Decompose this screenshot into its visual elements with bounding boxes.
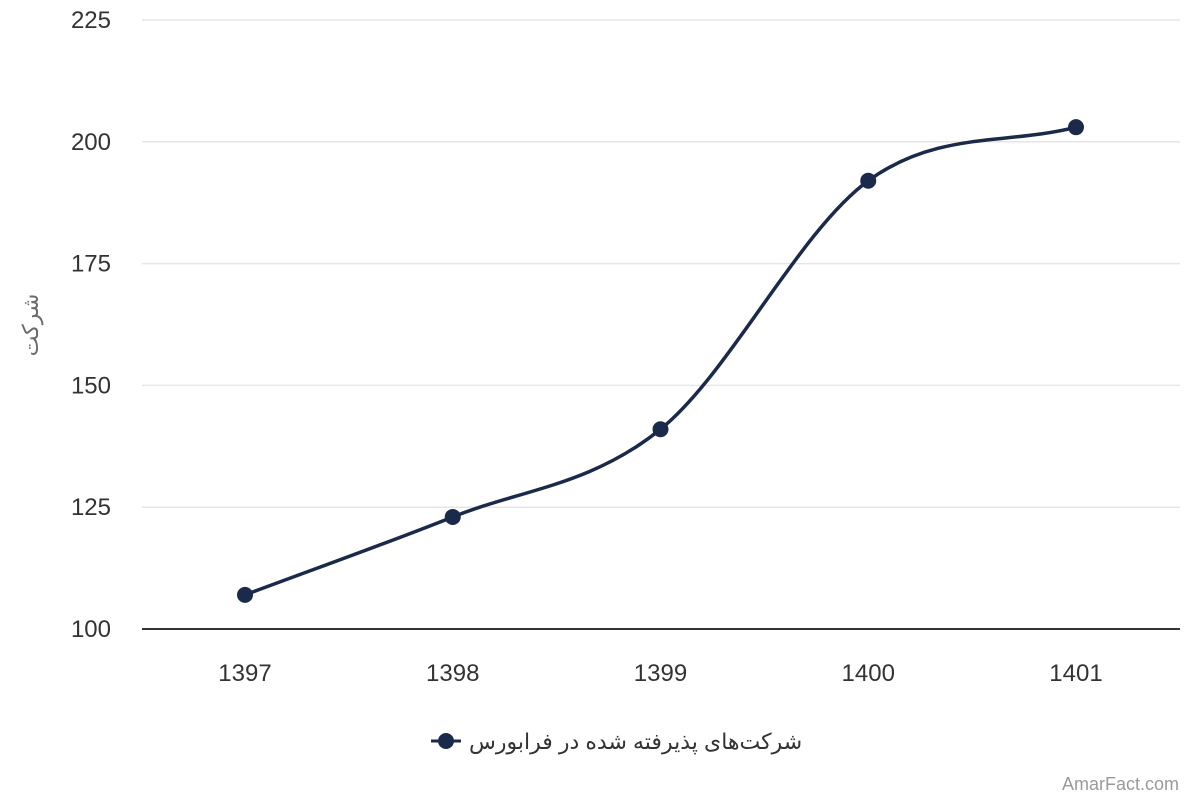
y-tick-label: 225 (71, 7, 111, 34)
source-credit: AmarFact.com (1062, 774, 1179, 794)
legend-point-marker (438, 733, 454, 749)
series-lines (243, 125, 1078, 597)
legend[interactable]: شرکت‌های پذیرفته شده در فرابورس (431, 729, 802, 755)
data-point-1399[interactable] (652, 421, 669, 438)
y-axis-label: شرکت (18, 294, 43, 357)
series-line-0 (243, 125, 1078, 597)
x-tick-labels: 1397 1398 1399 1400 1401 (218, 660, 1102, 687)
data-point-1398[interactable] (444, 508, 461, 525)
y-tick-label: 100 (71, 616, 111, 643)
legend-label: شرکت‌های پذیرفته شده در فرابورس (469, 729, 802, 755)
y-tick-label: 125 (71, 494, 111, 521)
y-tick-label: 175 (71, 251, 111, 278)
data-point-1400[interactable] (860, 172, 877, 189)
gridlines (142, 19, 1180, 508)
data-point-1397[interactable] (237, 586, 253, 603)
y-tick-labels: 100 125 150 175 200 225 (71, 7, 111, 643)
x-tick-label: 1401 (1049, 660, 1102, 687)
y-tick-label: 150 (71, 372, 111, 399)
data-points (237, 119, 1084, 603)
x-tick-label: 1397 (218, 660, 271, 687)
x-tick-label: 1399 (634, 660, 687, 687)
y-tick-label: 200 (71, 129, 111, 156)
x-tick-label: 1400 (842, 660, 895, 687)
data-point-1401[interactable] (1068, 119, 1084, 136)
x-tick-label: 1398 (426, 660, 479, 687)
